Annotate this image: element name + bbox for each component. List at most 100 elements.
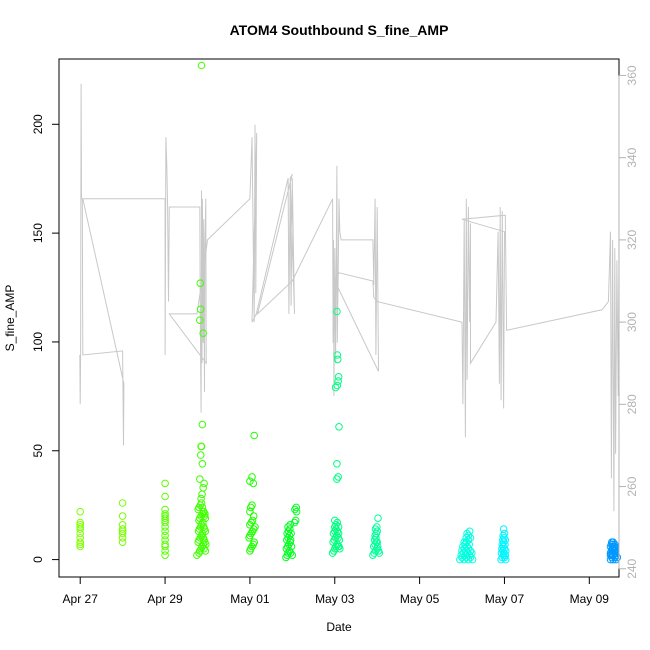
series-4 xyxy=(196,279,205,451)
data-point xyxy=(331,383,340,392)
series-3 xyxy=(193,61,210,560)
data-point xyxy=(250,538,258,547)
data-point xyxy=(291,516,300,525)
data-point xyxy=(286,525,294,533)
data-point xyxy=(196,451,205,459)
data-point xyxy=(500,529,509,538)
data-point xyxy=(161,542,169,551)
y-axis: 0 50 100 150 200 xyxy=(31,114,60,563)
series-6 xyxy=(282,503,301,562)
data-point xyxy=(462,538,471,547)
data-point xyxy=(248,516,257,525)
series-2 xyxy=(161,479,169,560)
data-point xyxy=(76,540,84,549)
data-point xyxy=(373,527,382,536)
data-point xyxy=(118,534,127,542)
data-point xyxy=(292,507,301,516)
data-point xyxy=(331,516,339,525)
data-point xyxy=(374,514,382,523)
x-axis: Apr 27 Apr 29 May 01 May 03 May 05 May 07 May … xyxy=(63,576,610,606)
data-point xyxy=(196,316,204,325)
data-point xyxy=(76,521,84,529)
overlay-line-layer xyxy=(79,83,620,512)
y-tick-label: 150 xyxy=(31,223,45,243)
data-point xyxy=(373,538,382,547)
y2-tick-label: 300 xyxy=(625,312,639,332)
data-point xyxy=(161,492,169,501)
data-point xyxy=(284,523,292,531)
chart-title: ATOM4 Southbound S_fine_AMP xyxy=(230,22,449,38)
data-point xyxy=(334,542,343,551)
data-point xyxy=(76,525,84,533)
data-point xyxy=(161,531,169,540)
data-point xyxy=(118,525,127,533)
data-point xyxy=(161,518,169,527)
data-point xyxy=(287,529,295,538)
data-point xyxy=(76,507,84,516)
y2-tick-label: 360 xyxy=(625,65,639,85)
data-point xyxy=(248,501,256,510)
data-point xyxy=(248,473,256,481)
data-point xyxy=(76,542,84,551)
series-0 xyxy=(76,507,84,551)
y2-tick-label: 240 xyxy=(625,558,639,578)
data-point xyxy=(499,525,508,533)
data-point xyxy=(336,544,344,553)
data-point xyxy=(333,381,342,390)
series-9 xyxy=(456,527,477,564)
data-point xyxy=(609,544,618,553)
data-point xyxy=(458,547,466,555)
data-point xyxy=(118,529,127,538)
data-point xyxy=(202,540,210,549)
x-tick-label: May 01 xyxy=(230,592,270,606)
series-7 xyxy=(328,307,344,557)
data-point xyxy=(251,523,259,531)
data-point xyxy=(198,460,207,468)
data-point xyxy=(333,307,341,316)
data-point xyxy=(76,538,84,547)
x-tick-label: May 05 xyxy=(400,592,440,606)
y-axis-label: S_fine_AMP xyxy=(3,285,17,352)
data-point xyxy=(373,523,381,531)
data-point xyxy=(375,549,384,557)
data-point xyxy=(197,494,205,503)
data-point xyxy=(118,499,127,507)
data-point xyxy=(465,527,474,536)
overlay-line xyxy=(79,83,620,512)
x-tick-label: May 03 xyxy=(315,592,355,606)
data-point xyxy=(161,479,169,488)
data-point xyxy=(201,527,210,536)
x-tick-label: May 09 xyxy=(570,592,610,606)
data-point xyxy=(460,538,469,547)
data-point xyxy=(456,555,464,564)
data-point xyxy=(246,507,254,516)
data-point xyxy=(198,420,207,429)
data-point xyxy=(197,499,206,507)
data-point xyxy=(249,512,258,520)
data-point xyxy=(161,514,169,523)
data-point xyxy=(333,351,342,359)
data-point xyxy=(333,518,342,527)
data-point xyxy=(334,373,343,381)
data-point xyxy=(200,479,208,488)
data-point xyxy=(248,542,256,551)
data-point xyxy=(161,547,169,555)
data-point xyxy=(334,523,343,531)
data-point xyxy=(201,510,209,518)
y2-tick-label: 260 xyxy=(625,476,639,496)
series-1 xyxy=(118,499,127,547)
y-tick-label: 100 xyxy=(31,332,45,352)
data-point xyxy=(333,355,342,364)
data-point xyxy=(196,305,205,314)
data-point xyxy=(246,477,254,486)
data-point xyxy=(335,423,343,431)
data-point xyxy=(161,551,169,560)
data-point xyxy=(118,538,127,547)
data-point xyxy=(199,329,207,338)
data-point xyxy=(334,377,343,385)
data-point xyxy=(334,473,343,481)
data-point xyxy=(197,442,205,451)
data-point xyxy=(161,527,169,536)
